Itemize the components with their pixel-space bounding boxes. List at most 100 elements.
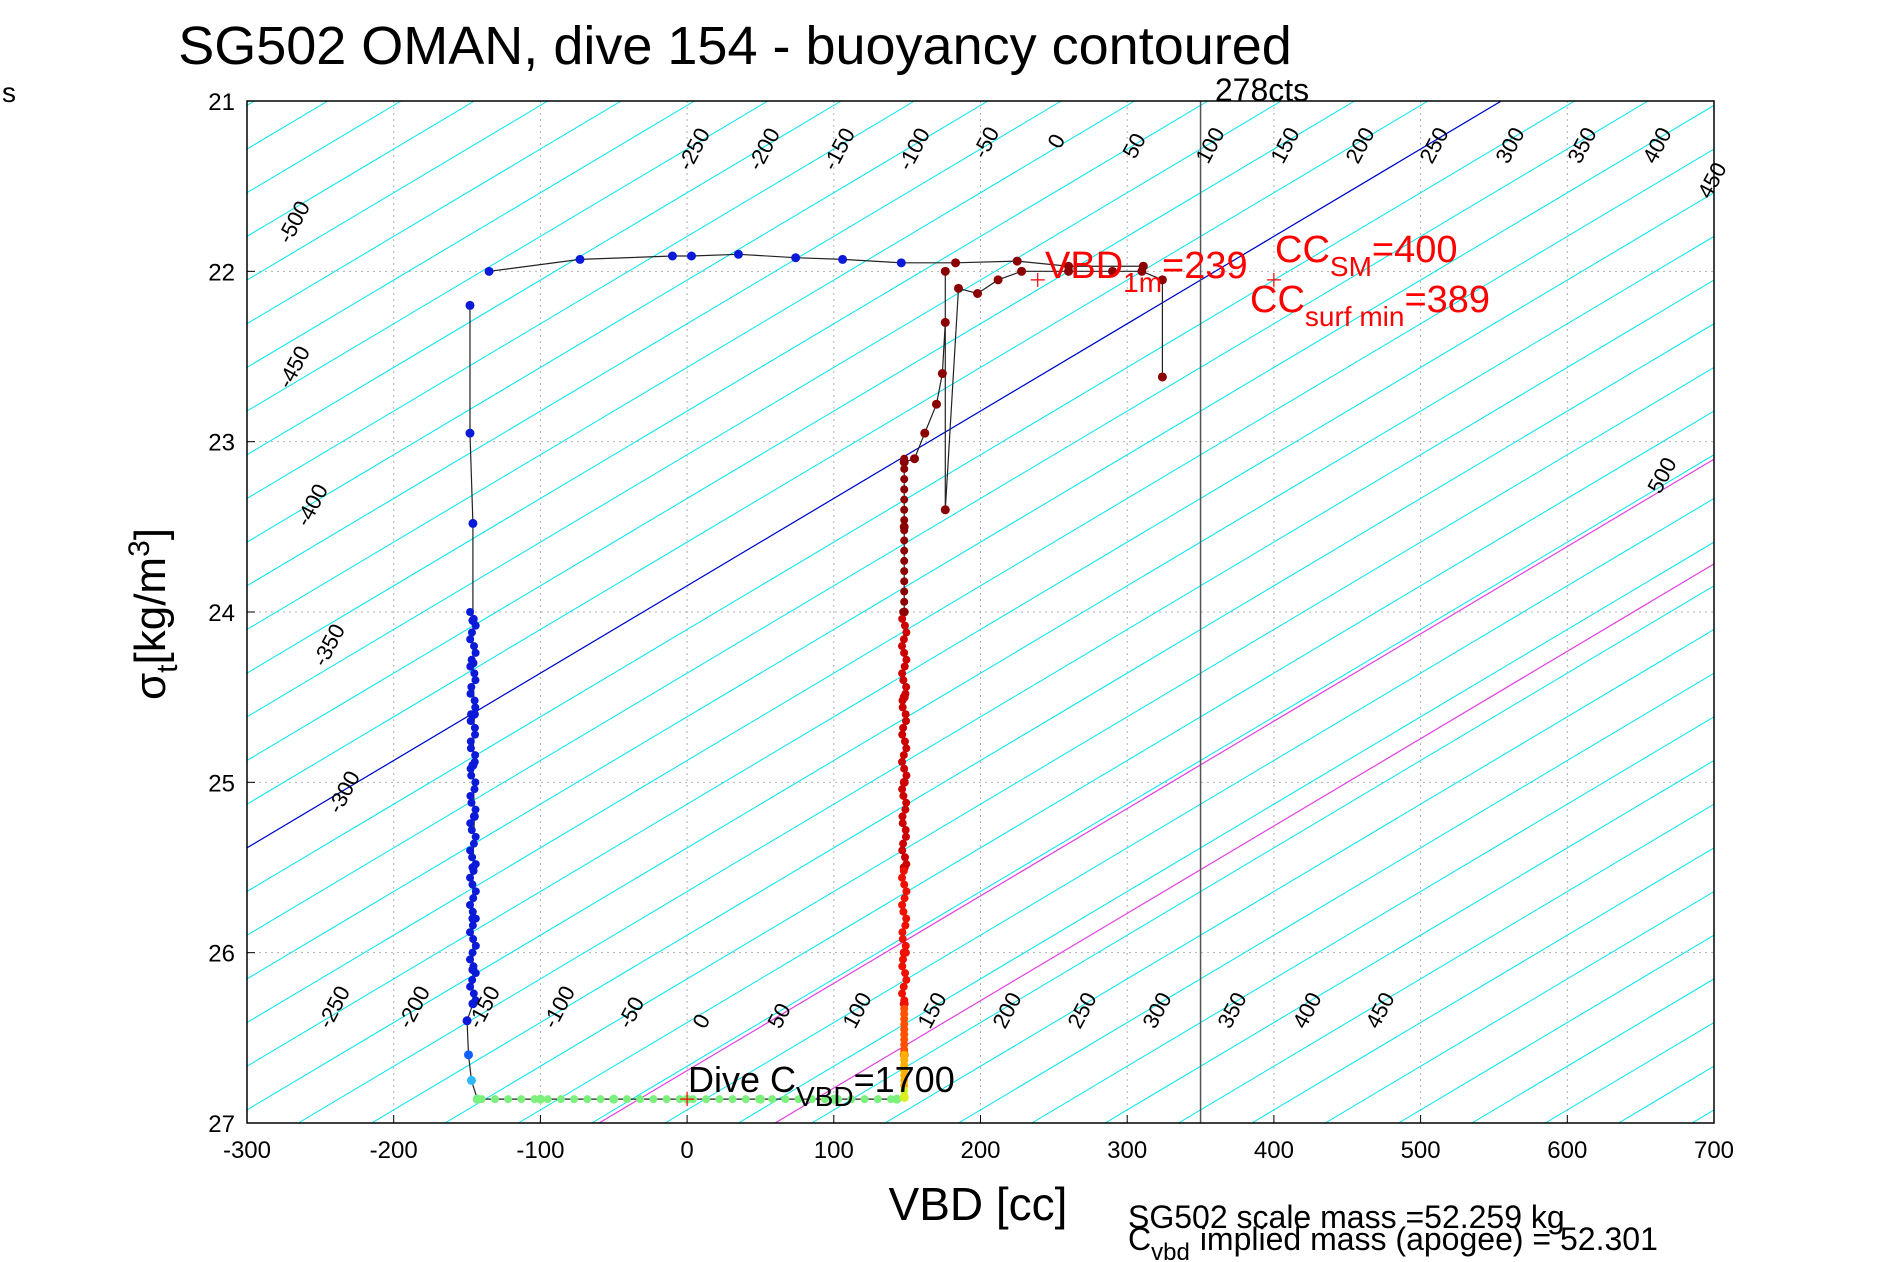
- data-point-bottom: [556, 1095, 565, 1104]
- data-point-ascent: [900, 587, 909, 596]
- contour-label: -200: [742, 124, 785, 175]
- data-point-descent: [470, 696, 479, 705]
- contour-label: 100: [1190, 123, 1229, 167]
- footer-cvbd-sub: vbd: [1151, 1239, 1190, 1262]
- data-point-ascent: [898, 819, 907, 828]
- data-point-ascent: [899, 723, 908, 732]
- contour-line: [664, 497, 1714, 1123]
- data-point-ascent: [902, 914, 911, 923]
- contour-line: [247, 101, 1575, 893]
- data-point-ascent: [953, 283, 963, 293]
- data-point-ascent: [900, 648, 909, 657]
- data-point-descent: [471, 941, 480, 950]
- series-line-ascent: [903, 270, 1164, 1098]
- data-point-ascent: [901, 826, 910, 835]
- data-point-ascent: [898, 873, 907, 882]
- x-tick-label: 600: [1547, 1137, 1587, 1164]
- y-tick-label: 23: [208, 430, 235, 457]
- data-point-descent: [466, 1075, 476, 1085]
- contour-line: [738, 541, 1714, 1123]
- data-point-ascent: [920, 428, 930, 438]
- data-point-bottom: [596, 1095, 605, 1104]
- contour-label: -500: [272, 197, 315, 248]
- data-point-ascent: [899, 955, 908, 964]
- contour-line: [247, 104, 1714, 980]
- series-line-surface: [488, 253, 1144, 272]
- dive-cvbd-text: Dive C: [688, 1059, 796, 1100]
- contour-label: 200: [987, 988, 1026, 1032]
- data-point-bottom: [892, 1094, 902, 1104]
- data-point-bottom: [535, 1094, 545, 1104]
- data-point-ascent: [900, 778, 909, 787]
- vbd-1m-value: =239: [1162, 245, 1248, 287]
- data-point-descent: [471, 751, 480, 760]
- data-point-bottom: [649, 1095, 658, 1104]
- contour-line: [1618, 1065, 1714, 1123]
- data-point-descent: [466, 982, 475, 991]
- data-point-bottom: [662, 1095, 671, 1104]
- contour-line: [884, 628, 1714, 1123]
- data-series: [462, 249, 1281, 1107]
- svg-text:VBD1m=239: VBD1m=239: [1045, 245, 1248, 298]
- data-point-descent: [470, 812, 479, 821]
- contour-line: [1765, 101, 1891, 1123]
- data-point-ascent: [900, 597, 909, 606]
- data-point-bottom: [622, 1095, 631, 1104]
- data-point-surface: [951, 258, 961, 268]
- data-point-ascent: [900, 608, 909, 616]
- data-point-bottom: [794, 1095, 803, 1104]
- data-point-descent: [471, 676, 480, 685]
- y-axis-label-main: σ: [126, 673, 175, 700]
- data-point-ascent: [899, 676, 908, 685]
- data-point-surface: [733, 249, 743, 259]
- contour-label: -450: [272, 342, 315, 393]
- data-point-bottom: [741, 1095, 750, 1104]
- footer-implied-mass: Cvbd implied mass (apogee) = 52.301: [1128, 1221, 1658, 1262]
- contour-label: 250: [1414, 123, 1453, 167]
- data-point-descent: [469, 614, 478, 623]
- contour-line: [1839, 101, 1891, 1123]
- contour-line: [247, 101, 1062, 587]
- data-point-ascent: [909, 454, 919, 464]
- contour-line: [518, 410, 1714, 1123]
- contour-label: 350: [1562, 123, 1601, 167]
- data-point-ascent: [898, 757, 907, 766]
- data-point-descent: [471, 860, 480, 869]
- contour-line: [1691, 1109, 1714, 1123]
- data-point-descent: [466, 764, 475, 773]
- data-point-bottom: [490, 1095, 499, 1104]
- data-point-descent: [466, 662, 475, 671]
- contour-line: [0, 101, 108, 1123]
- data-point-ascent: [902, 975, 911, 984]
- svg-text:CCsurf min=389: CCsurf min=389: [1250, 279, 1490, 332]
- data-point-bottom: [715, 1095, 724, 1104]
- data-point-bottom: [517, 1095, 526, 1104]
- dive-cvbd-sub: VBD: [796, 1081, 854, 1112]
- contour-line: [247, 101, 622, 325]
- data-point-ascent: [901, 689, 910, 698]
- data-point-ascent: [899, 791, 908, 800]
- data-point-ascent: [1157, 275, 1167, 285]
- left-edge-text: s: [2, 77, 16, 108]
- data-point-bottom: [636, 1095, 645, 1104]
- data-point-bottom: [873, 1095, 882, 1104]
- contour-label: -100: [892, 124, 935, 175]
- data-point-descent: [466, 873, 475, 882]
- contour-label: -250: [312, 982, 355, 1033]
- data-point-descent: [466, 737, 475, 746]
- data-point-ascent: [900, 516, 909, 525]
- contour-label: -350: [307, 620, 350, 671]
- data-point-ascent: [898, 846, 907, 855]
- data-point-bottom: [887, 1095, 896, 1104]
- cc-sm-value: =400: [1372, 229, 1458, 271]
- data-point-ascent: [901, 969, 910, 978]
- contour-line: [247, 101, 1649, 936]
- data-point-ascent: [900, 546, 909, 555]
- data-point-ascent: [902, 682, 911, 691]
- data-point-ascent: [899, 839, 908, 848]
- contour-line: [247, 101, 695, 369]
- contour-line: [247, 148, 1714, 1024]
- contour-label: 50: [1117, 129, 1151, 162]
- data-point-descent: [467, 798, 476, 807]
- data-point-ascent: [899, 982, 908, 991]
